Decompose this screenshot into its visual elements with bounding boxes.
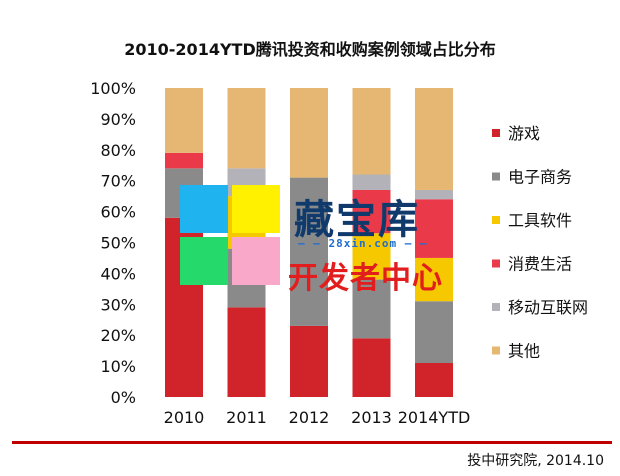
bar-segment xyxy=(165,88,203,153)
bottom-rule xyxy=(12,441,612,444)
watermark-square-green xyxy=(180,237,228,285)
legend-label: 移动互联网 xyxy=(508,298,588,317)
legend-swatch xyxy=(492,216,500,224)
bar-segment xyxy=(165,152,203,169)
y-axis: 0% 10% 20% 30% 40% 50% 60% 70% 80% 90% 100% xyxy=(90,79,136,407)
x-axis: 2010 2011 2012 2013 2014YTD xyxy=(164,408,471,427)
bar-segment xyxy=(352,174,391,190)
legend-swatch xyxy=(492,172,500,181)
watermark-square-blue xyxy=(180,185,228,233)
y-tick-label: 40% xyxy=(100,264,136,283)
bar-segment xyxy=(352,338,391,397)
x-tick-label: 2010 xyxy=(164,408,205,427)
watermark-url: — — 28xin.com — — xyxy=(298,237,428,250)
watermark-main-text: 藏宝库 xyxy=(294,197,420,243)
bar-segment xyxy=(290,177,328,326)
bar-segment xyxy=(415,363,453,397)
y-tick-label: 80% xyxy=(100,141,136,160)
bar-segment xyxy=(415,301,453,364)
source-note: 投中研究院, 2014.10 xyxy=(467,453,604,469)
y-tick-label: 60% xyxy=(100,203,136,222)
bar-segment xyxy=(415,88,453,190)
x-tick-label: 2011 xyxy=(226,408,267,427)
y-tick-label: 30% xyxy=(100,295,136,314)
bar-segment xyxy=(227,88,266,169)
legend-swatch xyxy=(492,259,500,268)
bar-segment xyxy=(352,279,391,339)
bar-segment xyxy=(227,307,266,397)
bar-segment xyxy=(415,257,453,302)
bar-segment xyxy=(290,88,328,178)
y-tick-label: 90% xyxy=(100,110,136,129)
chart-title: 2010-2014YTD腾讯投资和收购案例领域占比分布 xyxy=(124,40,496,59)
bar-segment xyxy=(415,199,453,258)
legend-label: 工具软件 xyxy=(508,211,572,230)
y-tick-label: 50% xyxy=(100,234,136,253)
legend-label: 其他 xyxy=(508,342,540,361)
y-tick-label: 70% xyxy=(100,172,136,191)
y-tick-label: 0% xyxy=(111,388,136,407)
legend-label: 电子商务 xyxy=(508,168,572,187)
y-tick-label: 20% xyxy=(100,326,136,345)
bar-segment xyxy=(352,88,391,175)
watermark-bottom-text: 开发者中心 xyxy=(288,261,443,296)
x-tick-label: 2012 xyxy=(289,408,330,427)
bar-segment xyxy=(290,325,328,397)
legend-label: 消费生活 xyxy=(508,255,572,274)
bar-segment xyxy=(415,189,453,200)
x-tick-label: 2014YTD xyxy=(398,408,471,427)
legend-swatch xyxy=(492,129,500,137)
watermark-square-yellow xyxy=(232,185,280,233)
legend-label: 游戏 xyxy=(508,124,540,143)
legend-swatch xyxy=(492,303,500,311)
watermark: 藏宝库 — — 28xin.com — — 开发者中心 xyxy=(176,183,466,296)
bar-segment xyxy=(352,233,391,280)
x-tick-label: 2013 xyxy=(351,408,392,427)
y-tick-label: 10% xyxy=(100,357,136,376)
y-tick-label: 100% xyxy=(90,79,136,98)
bar-segment xyxy=(352,189,391,234)
watermark-square-pink xyxy=(232,237,280,285)
legend-swatch xyxy=(492,346,500,355)
